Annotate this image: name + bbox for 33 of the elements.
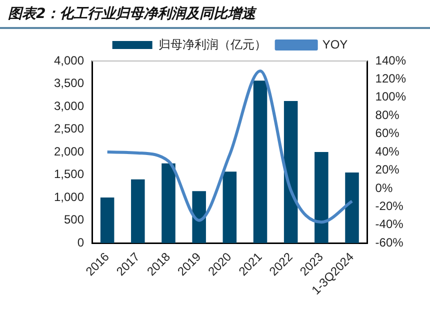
legend-label: YOY	[322, 37, 348, 52]
bar	[100, 198, 114, 244]
y2-tick-label: 20%	[375, 162, 400, 177]
y-tick-label: 2,500	[54, 122, 84, 136]
bar	[314, 152, 328, 244]
y2-tick-label: 100%	[375, 90, 406, 104]
y-tick-label: 3,500	[54, 76, 84, 90]
y2-tick-label: -60%	[375, 235, 404, 250]
bar	[222, 172, 237, 244]
y2-tick-label: 40%	[375, 144, 400, 158]
y-tick-label: 3,000	[54, 98, 84, 113]
y-tick-label: 0	[77, 235, 84, 250]
y2-tick-label: 80%	[375, 108, 400, 122]
bar	[162, 163, 176, 244]
y2-tick-label: 140%	[375, 53, 406, 68]
y-tick-label: 4,000	[54, 53, 84, 68]
bar	[253, 80, 268, 244]
y-tick-label: 500	[64, 212, 84, 227]
line-series	[106, 70, 354, 224]
bar	[345, 172, 359, 244]
legend-label: 归母净利润（亿元）	[158, 37, 266, 52]
y-tick-label: 1,500	[54, 167, 84, 182]
bar	[284, 101, 298, 244]
y2-tick-label: 0%	[375, 180, 393, 195]
chart-title: 图表2：化工行业归母净利润及同比增速	[0, 0, 430, 29]
bar	[192, 191, 206, 244]
y2-tick-label: -40%	[375, 217, 404, 232]
y-tick-label: 1,000	[54, 190, 84, 204]
y2-tick-label: 120%	[375, 72, 406, 86]
bar	[131, 179, 145, 244]
y2-tick-label: 60%	[375, 126, 400, 140]
y2-tick-label: -20%	[375, 198, 404, 213]
y-tick-label: 2,000	[54, 144, 84, 158]
